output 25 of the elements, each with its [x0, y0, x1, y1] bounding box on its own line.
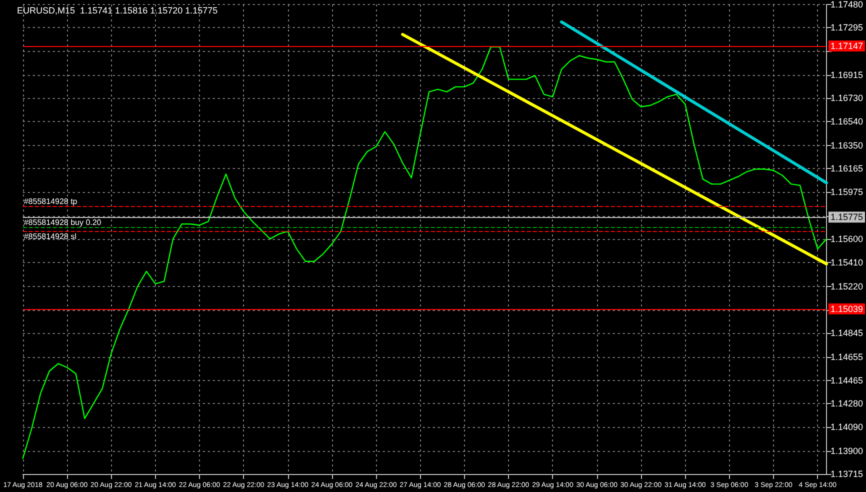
y-tick-label: 1.16165: [830, 163, 864, 174]
y-tick-label: 1.16915: [830, 70, 864, 80]
y-tick-label: 1.15220: [830, 281, 864, 292]
y-tick-label: 1.14090: [830, 422, 864, 432]
y-tick-label: 1.17295: [830, 22, 864, 33]
y-tick-label: 1.16540: [830, 116, 864, 127]
y-tick-label: 1.14655: [830, 352, 864, 362]
ref-line-label: 1.15039: [830, 304, 864, 314]
y-tick-label: 1.13715: [830, 469, 864, 479]
y-tick-label: 1.16730: [830, 93, 864, 104]
y-tick-label: 1.13900: [830, 446, 864, 456]
y-tick-label: 1.15410: [830, 258, 864, 268]
ref-line-label: #855814928 sl: [24, 232, 77, 241]
y-tick-label: 1.14465: [830, 375, 864, 386]
y-tick-label: 1.17480: [830, 0, 864, 10]
ref-line-label: #855814928 tp: [24, 197, 78, 206]
ref-line-label: 1.17147: [830, 41, 864, 52]
ref-line-label: 1.15775: [830, 212, 864, 222]
chart-title: EURUSD,M15 1.15741 1.15816 1.15720 1.15775: [17, 6, 218, 16]
y-tick-label: 1.16350: [830, 140, 864, 150]
y-tick-label: 1.15600: [830, 234, 864, 244]
ref-line-label: #855814928 buy 0.20: [24, 218, 102, 228]
y-tick-label: 1.14845: [830, 328, 864, 338]
y-tick-label: 1.15975: [830, 187, 864, 198]
y-tick-label: 1.14280: [830, 398, 864, 409]
